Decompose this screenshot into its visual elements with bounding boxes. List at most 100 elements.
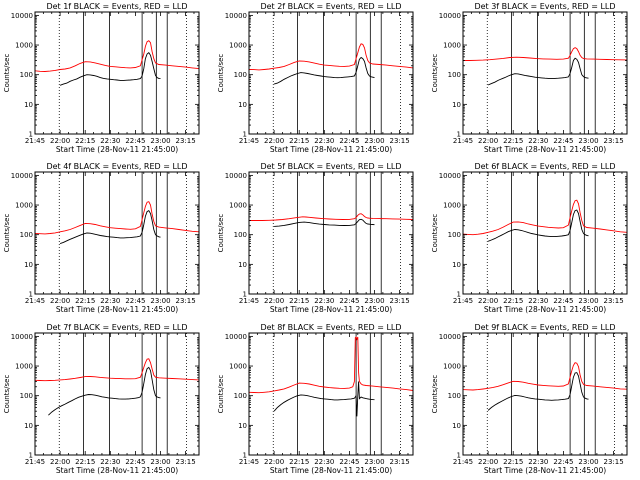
series-line-events — [48, 366, 161, 416]
x-tick-label: 21:45 — [25, 137, 45, 145]
x-tick-label: 22:15 — [289, 458, 309, 466]
x-tick-label: 22:30 — [528, 458, 548, 466]
x-axis-label: Start Time (28-Nov-11 21:45:00) — [270, 305, 392, 314]
x-tick-label: 21:45 — [239, 297, 259, 305]
x-tick-label: 23:00 — [578, 297, 598, 305]
series-line-lld — [248, 336, 414, 394]
y-tick-label: 10 — [238, 261, 247, 269]
y-tick-label: 100 — [448, 231, 461, 239]
y-tick-label: 10000 — [439, 333, 461, 341]
y-tick-label: 1 — [243, 452, 247, 460]
y-axis-label: Counts/sec — [217, 214, 225, 253]
chart-panel-1: Det 1f BLACK = Events, RED = LLD 21:45 22:… — [3, 2, 200, 154]
y-tick-label: 100 — [20, 231, 33, 239]
x-tick-label: 23:00 — [364, 137, 384, 145]
x-tick-label: 21:45 — [453, 458, 473, 466]
x-tick-label: 22:00 — [50, 297, 70, 305]
x-tick-label: 23:00 — [150, 458, 170, 466]
y-tick-label: 1000 — [229, 202, 247, 210]
y-tick-label: 1000 — [15, 202, 33, 210]
x-tick-label: 21:45 — [25, 297, 45, 305]
x-tick-label: 21:45 — [239, 137, 259, 145]
x-tick-label: 22:15 — [503, 458, 523, 466]
chart-title: Det 4f BLACK = Events, RED = LLD — [46, 162, 187, 171]
x-tick-label: 22:45 — [339, 458, 359, 466]
y-tick-label: 10 — [238, 101, 247, 109]
x-tick-label: 22:15 — [75, 297, 95, 305]
y-tick-label: 10 — [24, 261, 33, 269]
plot-frame — [34, 171, 200, 295]
series-line-lld — [462, 199, 628, 236]
y-tick-label: 10 — [452, 101, 461, 109]
chart-panel-6: Det 6f BLACK = Events, RED = LLD 21:45 22:… — [431, 162, 628, 314]
series-line-events — [274, 218, 375, 227]
y-tick-label: 1000 — [229, 42, 247, 50]
series-line-lld — [34, 201, 200, 235]
plot-frame — [248, 171, 414, 295]
x-tick-label: 22:00 — [478, 137, 498, 145]
x-tick-label: 22:15 — [289, 297, 309, 305]
x-tick-label: 22:15 — [75, 458, 95, 466]
chart-title: Det 7f BLACK = Events, RED = LLD — [46, 323, 187, 332]
x-tick-label: 22:30 — [528, 297, 548, 305]
plot-frame — [462, 332, 628, 456]
x-tick-label: 23:00 — [578, 137, 598, 145]
series-line-lld — [463, 47, 628, 61]
plot-frame — [248, 332, 414, 456]
x-tick-label: 23:15 — [390, 458, 410, 466]
y-tick-label: 1000 — [15, 42, 33, 50]
x-tick-label: 23:00 — [150, 137, 170, 145]
series-line-events — [59, 52, 161, 86]
x-tick-label: 22:00 — [264, 458, 284, 466]
y-tick-label: 10 — [452, 261, 461, 269]
x-tick-label: 22:00 — [478, 297, 498, 305]
y-axis-label: Counts/sec — [217, 54, 225, 93]
y-tick-label: 10 — [452, 422, 461, 430]
y-tick-label: 1 — [29, 452, 33, 460]
x-tick-label: 21:45 — [453, 297, 473, 305]
y-tick-label: 100 — [234, 392, 247, 400]
series-line-lld — [34, 40, 200, 72]
x-tick-label: 23:00 — [364, 458, 384, 466]
y-tick-label: 1 — [243, 291, 247, 299]
chart-panel-9: Det 9f BLACK = Events, RED = LLD 21:45 22:… — [431, 323, 628, 475]
chart-panel-3: Det 3f BLACK = Events, RED = LLD 21:45 22:… — [431, 2, 628, 154]
y-axis-label: Counts/sec — [431, 54, 439, 93]
y-tick-label: 1000 — [443, 363, 461, 371]
series-line-events — [273, 381, 375, 417]
series-line-lld — [462, 362, 628, 391]
y-tick-label: 1000 — [443, 42, 461, 50]
series-line-lld — [249, 213, 414, 221]
x-tick-label: 23:15 — [604, 137, 624, 145]
y-axis-label: Counts/sec — [431, 375, 439, 414]
chart-panel-4: Det 4f BLACK = Events, RED = LLD 21:45 22:… — [3, 162, 200, 314]
x-axis-label: Start Time (28-Nov-11 21:45:00) — [56, 466, 178, 475]
series-line-events — [273, 56, 375, 85]
x-axis-label: Start Time (28-Nov-11 21:45:00) — [56, 145, 178, 154]
y-tick-label: 10000 — [225, 12, 247, 20]
x-tick-label: 23:15 — [176, 137, 196, 145]
x-axis-label: Start Time (28-Nov-11 21:45:00) — [484, 466, 606, 475]
x-tick-label: 22:00 — [478, 458, 498, 466]
chart-title: Det 2f BLACK = Events, RED = LLD — [260, 2, 401, 11]
x-axis-label: Start Time (28-Nov-11 21:45:00) — [484, 305, 606, 314]
x-tick-label: 21:45 — [25, 458, 45, 466]
x-tick-label: 22:45 — [553, 137, 573, 145]
x-tick-label: 23:15 — [604, 297, 624, 305]
x-tick-label: 22:00 — [264, 137, 284, 145]
y-axis-label: Counts/sec — [217, 375, 225, 414]
x-tick-label: 22:45 — [339, 297, 359, 305]
x-tick-label: 23:15 — [390, 137, 410, 145]
y-axis-label: Counts/sec — [431, 214, 439, 253]
x-tick-label: 21:45 — [239, 458, 259, 466]
x-tick-label: 22:45 — [125, 458, 145, 466]
y-tick-label: 100 — [20, 392, 33, 400]
x-tick-label: 23:00 — [364, 297, 384, 305]
x-tick-label: 22:00 — [50, 137, 70, 145]
y-tick-label: 10000 — [225, 172, 247, 180]
plot-frame — [34, 332, 200, 456]
x-tick-label: 23:15 — [176, 458, 196, 466]
x-tick-label: 22:45 — [553, 297, 573, 305]
x-tick-label: 22:30 — [100, 458, 120, 466]
